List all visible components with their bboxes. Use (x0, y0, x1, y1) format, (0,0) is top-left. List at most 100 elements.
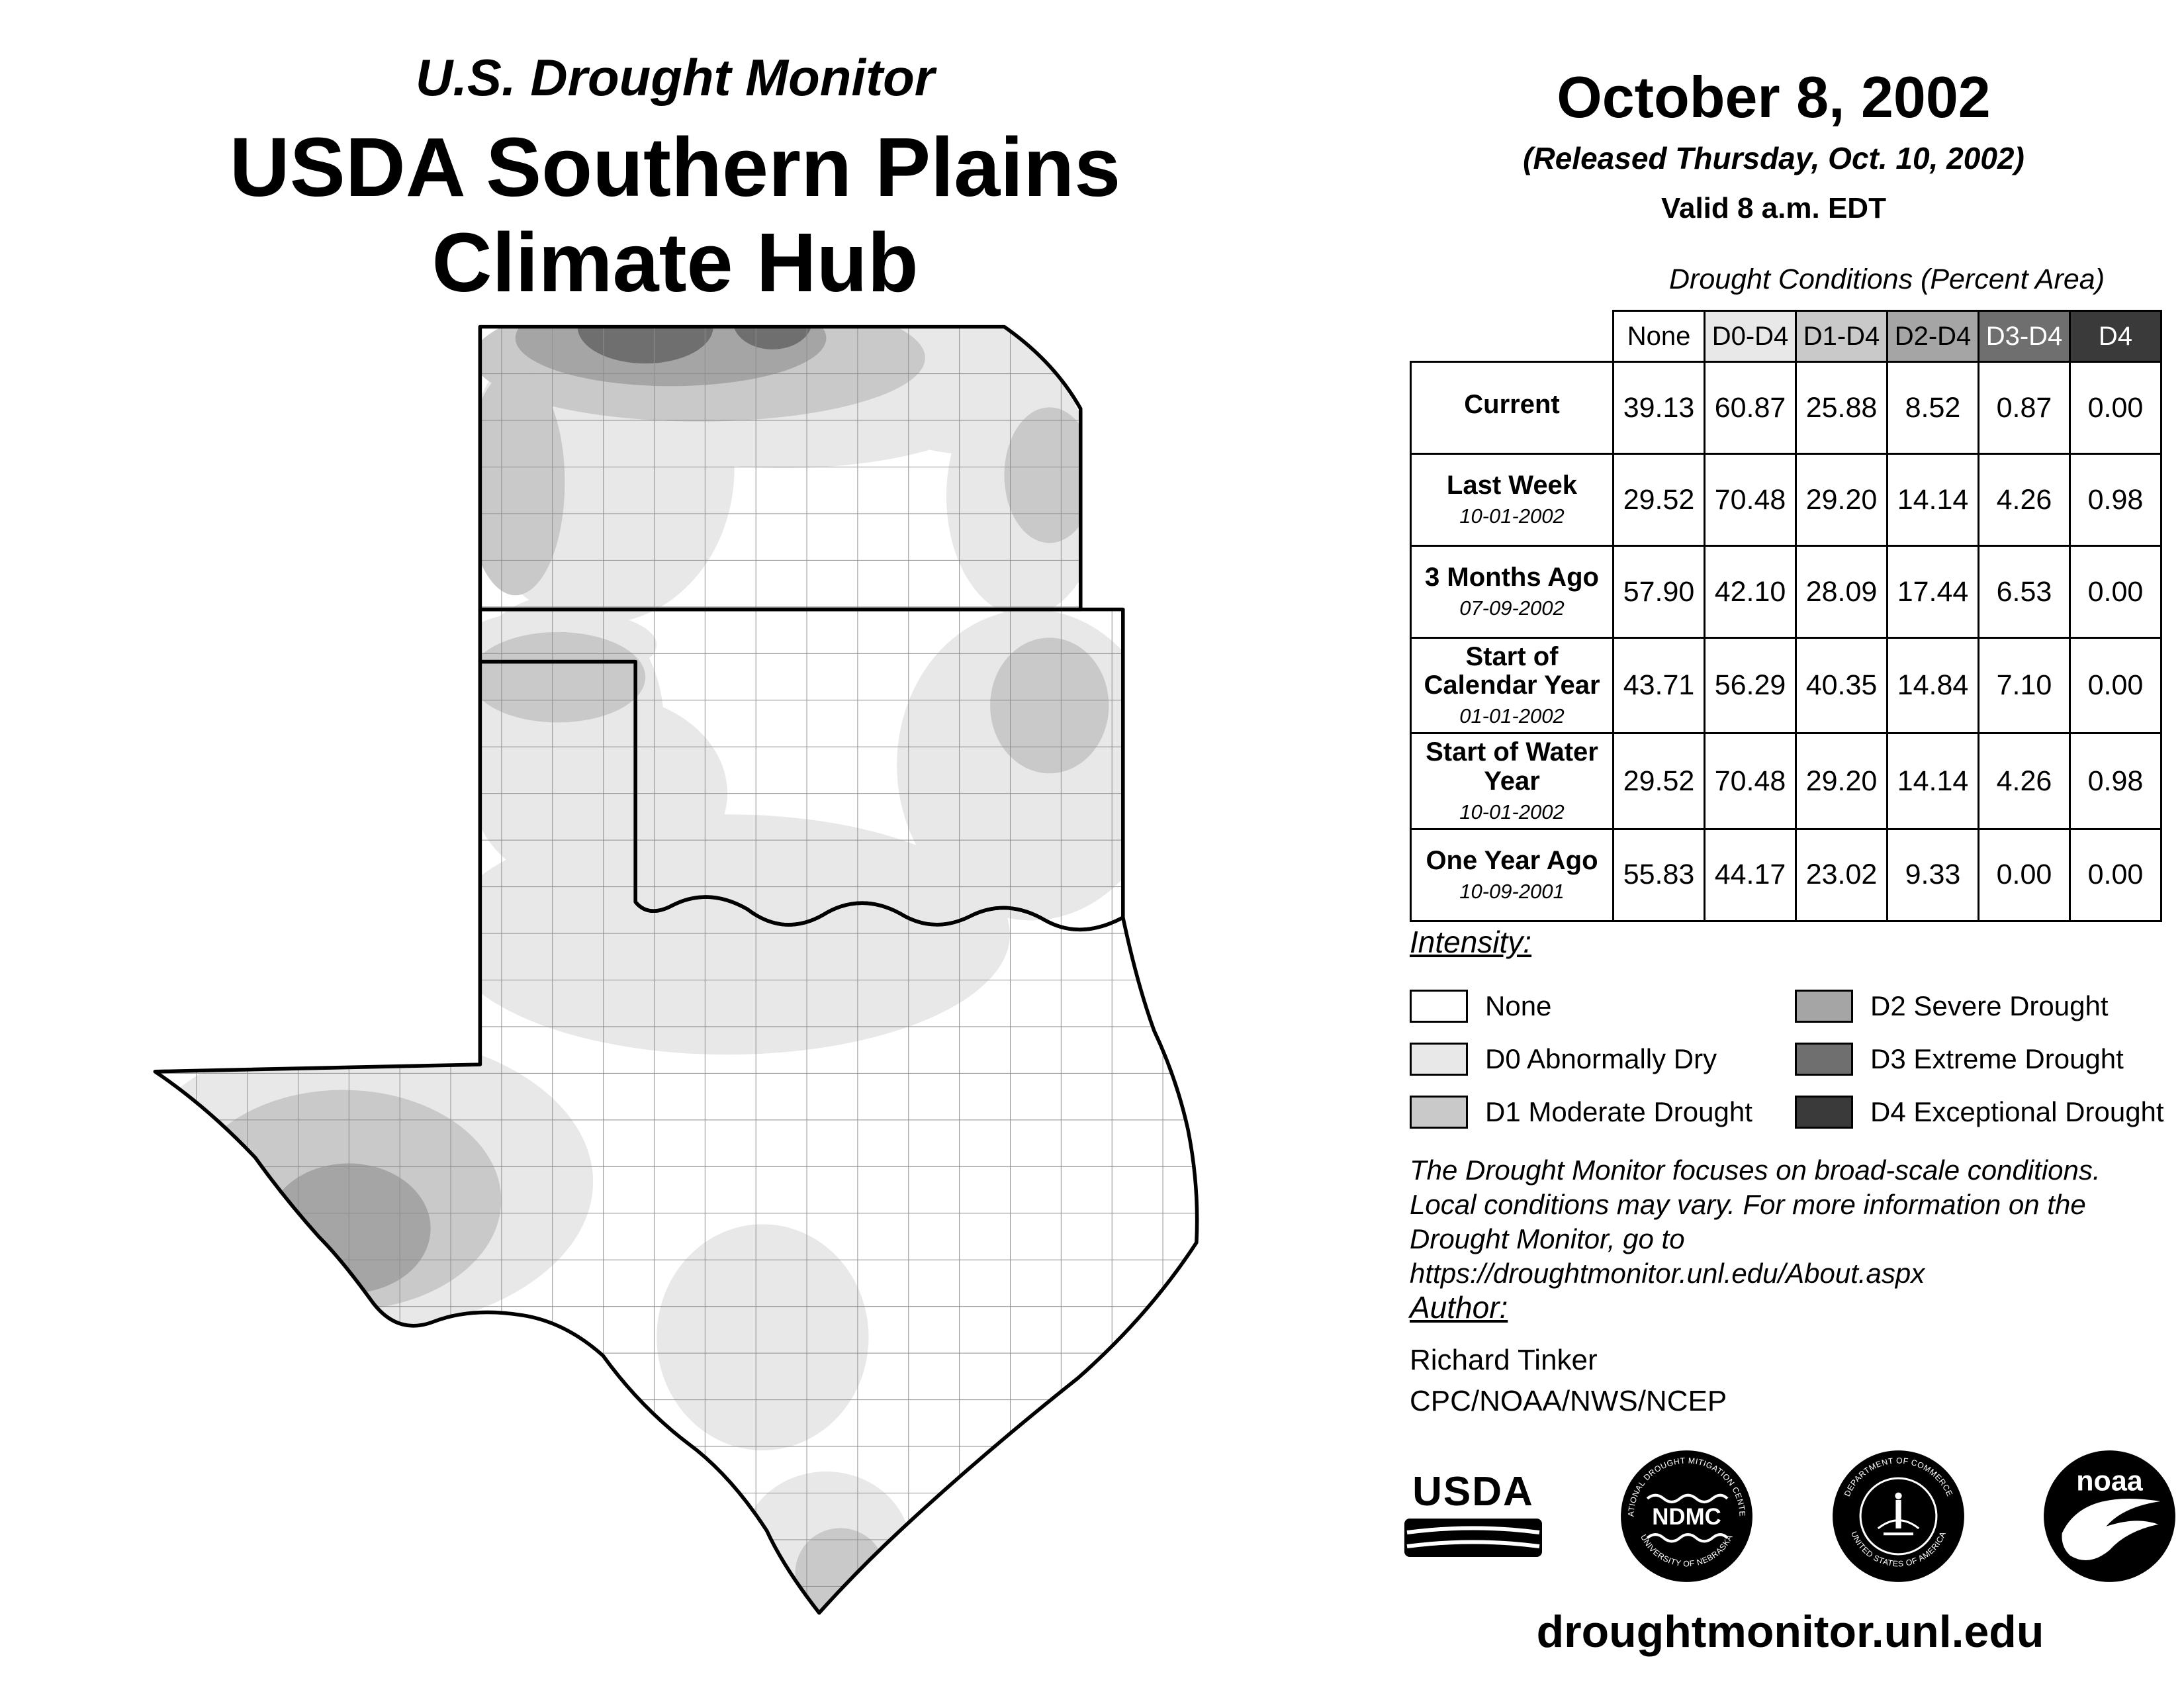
cell: 8.52 (1886, 361, 1979, 455)
legend-item-none: None (1410, 990, 1795, 1023)
disclaimer-line-url: Drought Monitor, go to https://droughtmo… (1410, 1223, 1925, 1289)
legend-item-d0: D0 Abnormally Dry (1410, 1043, 1795, 1076)
cell: 70.48 (1704, 732, 1797, 830)
author-org: CPC/NOAA/NWS/NCEP (1410, 1385, 1727, 1417)
legend-swatch-d2 (1795, 990, 1853, 1023)
cell: 29.20 (1795, 453, 1888, 547)
row-label-start-calendar-year: Start of Calendar Year 01-01-2002 (1410, 636, 1614, 735)
table-row: One Year Ago 10-09-2001 55.83 44.17 23.0… (1410, 827, 2162, 922)
table-row: Current 39.13 60.87 25.88 8.52 0.87 0.00 (1410, 361, 2162, 455)
cell: 0.00 (2069, 636, 2162, 735)
table-header-row: None D0-D4 D1-D4 D2-D4 D3-D4 D4 (1410, 310, 2162, 363)
table-row: Start of Water Year 10-01-2002 29.52 70.… (1410, 732, 2162, 830)
row-label-start-water-year: Start of Water Year 10-01-2002 (1410, 732, 1614, 830)
legend-title: Intensity: (1410, 925, 1532, 959)
legend-swatch-none (1410, 990, 1468, 1023)
table-corner (1410, 310, 1614, 362)
hub-title-line2: Climate Hub (432, 215, 919, 309)
commerce-logo: DEPARTMENT OF COMMERCE UNITED STATES OF … (1831, 1448, 1966, 1587)
cell: 43.71 (1612, 636, 1706, 735)
cell: 0.00 (2069, 361, 2162, 455)
cell: 17.44 (1886, 545, 1979, 639)
row-sublabel: 07-09-2002 (1459, 596, 1565, 620)
legend-label: D3 Extreme Drought (1870, 1043, 2124, 1074)
ndmc-seal-circle (1621, 1450, 1753, 1582)
noaa-bird-wave (2062, 1498, 2161, 1561)
row-label: Current (1464, 390, 1560, 420)
disclaimer-text: The Drought Monitor focuses on broad-sca… (1410, 1153, 2184, 1291)
author-block: Author: Richard Tinker CPC/NOAA/NWS/NCEP (1410, 1289, 1727, 1418)
cell: 60.87 (1704, 361, 1797, 455)
logos-row: USDA NATIONAL DROUGHT MITIGATION CENTER … (1403, 1441, 2177, 1587)
cell: 39.13 (1612, 361, 1706, 455)
table-row: 3 Months Ago 07-09-2002 57.90 42.10 28.0… (1410, 545, 2162, 639)
legend-swatch-d1 (1410, 1096, 1468, 1129)
cell: 42.10 (1704, 545, 1797, 639)
drought-map (153, 324, 1199, 1615)
kansas-outline (478, 324, 1083, 612)
row-label: Start of Water Year (1426, 737, 1598, 796)
author-heading: Author: (1410, 1290, 1508, 1325)
cell: 23.02 (1795, 827, 1888, 922)
cell: 4.26 (1978, 732, 2071, 830)
row-label: 3 Months Ago (1425, 562, 1599, 592)
col-header-d0d4: D0-D4 (1704, 310, 1797, 363)
cell: 4.26 (1978, 453, 2071, 547)
row-label: One Year Ago (1426, 845, 1598, 875)
disclaimer-line: The Drought Monitor focuses on broad-sca… (1410, 1154, 2101, 1186)
cell: 0.00 (2069, 827, 2162, 922)
noaa-logo: noaa (2042, 1448, 2177, 1587)
author-name: Richard Tinker (1410, 1344, 1598, 1376)
row-sublabel: 01-01-2002 (1459, 704, 1565, 728)
usda-wordmark: USDA (1412, 1469, 1534, 1515)
legend-label: D4 Exceptional Drought (1870, 1096, 2164, 1127)
legend-item-d3: D3 Extreme Drought (1795, 1043, 2164, 1076)
row-label-3-months-ago: 3 Months Ago 07-09-2002 (1410, 545, 1614, 639)
row-label: Start of Calendar Year (1424, 642, 1600, 700)
site-url[interactable]: droughtmonitor.unl.edu (1536, 1607, 2044, 1657)
legend-swatch-d4 (1795, 1096, 1853, 1129)
row-sublabel: 10-01-2002 (1459, 504, 1565, 528)
legend-label: None (1485, 990, 1552, 1021)
cell: 9.33 (1886, 827, 1979, 922)
cell: 55.83 (1612, 827, 1706, 922)
legend-label: D2 Severe Drought (1870, 990, 2109, 1021)
doc-emblem-column (1895, 1499, 1901, 1528)
cell: 14.84 (1886, 636, 1979, 735)
table-caption: Drought Conditions (Percent Area) (1668, 263, 2105, 295)
legend-grid: None D0 Abnormally Dry D1 Moderate Droug… (1410, 980, 2164, 1139)
cell: 0.98 (2069, 453, 2162, 547)
table-row: Last Week 10-01-2002 29.52 70.48 29.20 1… (1410, 453, 2162, 547)
col-header-d4: D4 (2069, 310, 2162, 363)
legend-swatch-d0 (1410, 1043, 1468, 1076)
row-label: Last Week (1446, 470, 1578, 500)
doc-emblem-wings (1877, 1519, 1919, 1530)
legend-label: D0 Abnormally Dry (1485, 1043, 1717, 1074)
cell: 7.10 (1978, 636, 2071, 735)
cell: 0.87 (1978, 361, 2071, 455)
intensity-legend: Intensity: None D0 Abnormally Dry D1 Mod… (1410, 924, 2164, 1139)
row-sublabel: 10-09-2001 (1459, 879, 1565, 903)
col-header-none: None (1612, 310, 1706, 363)
cell: 6.53 (1978, 545, 2071, 639)
noaa-wordmark: noaa (2076, 1466, 2144, 1497)
drought-shading (155, 326, 1197, 1613)
cell: 29.52 (1612, 453, 1706, 547)
date-block: October 8, 2002 (Released Thursday, Oct.… (1363, 64, 2184, 225)
cell: 57.90 (1612, 545, 1706, 639)
table-row: Start of Calendar Year 01-01-2002 43.71 … (1410, 636, 2162, 735)
cell: 14.14 (1886, 453, 1979, 547)
ndmc-logo: NATIONAL DROUGHT MITIGATION CENTER UNIVE… (1616, 1441, 1754, 1587)
cell: 29.52 (1612, 732, 1706, 830)
report-date: October 8, 2002 (1557, 64, 1991, 130)
title-block: U.S. Drought Monitor USDA Southern Plain… (79, 48, 1271, 310)
col-header-d3d4: D3-D4 (1978, 310, 2071, 363)
cell: 0.00 (1978, 827, 2071, 922)
cell: 0.98 (2069, 732, 2162, 830)
cell: 14.14 (1886, 732, 1979, 830)
texas-outline (153, 659, 1199, 1615)
usda-field (1404, 1519, 1542, 1557)
monitor-title: U.S. Drought Monitor (415, 48, 935, 107)
doc-inner-ring (1859, 1477, 1938, 1556)
